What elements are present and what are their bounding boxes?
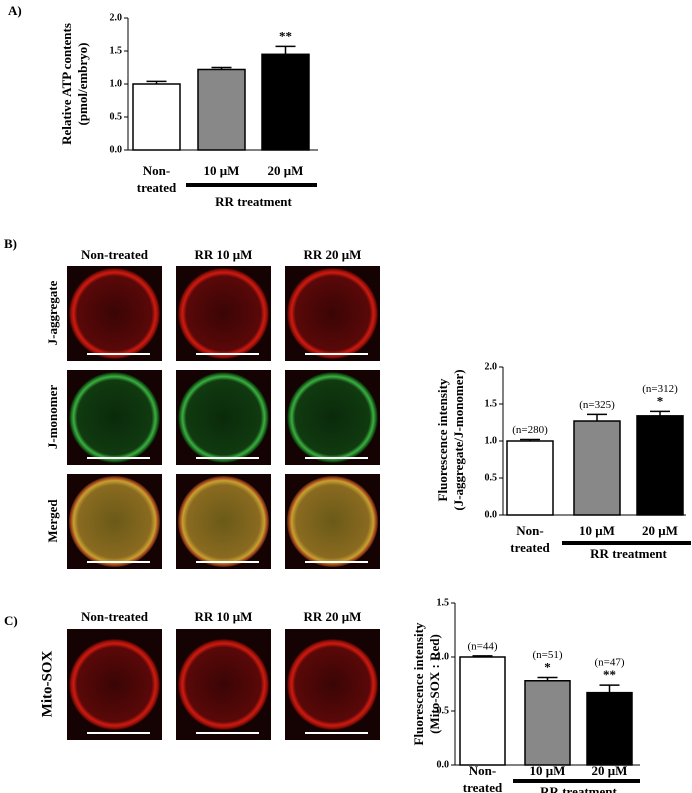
column-label: Non-treated	[81, 609, 149, 624]
y-axis-label: (Mito-SOX : Red)	[427, 634, 442, 734]
embryo	[287, 268, 378, 359]
y-tick-label: 2.0	[485, 361, 498, 372]
significance: *	[657, 393, 664, 408]
significance: *	[544, 660, 551, 675]
embryo	[69, 372, 160, 463]
x-tick-label: 10 μM	[579, 523, 615, 538]
sample-size: (n=312)	[642, 383, 678, 395]
column-label: RR 20 μM	[304, 247, 362, 262]
group-label: RR treatment	[590, 546, 667, 561]
bar	[573, 420, 621, 516]
column-label: Non-treated	[81, 247, 149, 262]
y-tick-label: 1.5	[110, 45, 123, 56]
y-tick-label: 0.0	[110, 144, 123, 155]
sample-size: (n=280)	[512, 424, 548, 436]
embryo	[69, 476, 160, 567]
embryo	[287, 372, 378, 463]
x-tick-label: 20 μM	[642, 523, 678, 538]
y-tick-label: 1.0	[110, 78, 123, 89]
significance: **	[279, 28, 292, 43]
bar	[506, 440, 554, 516]
y-axis-label: (J-aggregate/J-monomer)	[451, 369, 466, 510]
y-tick-label: 1.0	[485, 435, 498, 446]
row-label: Merged	[45, 499, 60, 543]
embryo	[287, 476, 378, 567]
y-tick-label: 2.0	[110, 12, 123, 23]
embryo	[287, 639, 378, 730]
y-tick-label: 1.5	[485, 398, 498, 409]
x-tick-label: treated	[510, 540, 550, 555]
y-tick-label: 0.0	[437, 759, 450, 770]
sample-size: (n=47)	[594, 657, 624, 669]
y-axis-label: (pmol/embryo)	[75, 42, 90, 125]
y-tick-label: 0.5	[437, 705, 450, 716]
x-tick-label: 20 μM	[268, 163, 304, 178]
y-axis-label: Fluorescence intensity	[435, 378, 450, 501]
sample-size: (n=44)	[467, 640, 497, 652]
column-label: RR 10 μM	[195, 609, 253, 624]
x-tick-label: 20 μM	[592, 763, 628, 778]
bar	[586, 691, 633, 766]
x-tick-label: treated	[463, 780, 503, 793]
y-tick-label: 0.5	[485, 472, 498, 483]
row-label: Mito-SOX	[39, 651, 55, 718]
row-label: J-aggregate	[45, 280, 60, 345]
embryo	[178, 639, 269, 730]
x-tick-label: Non-	[469, 763, 496, 778]
panel-label: C)	[4, 613, 18, 628]
significance: **	[603, 667, 616, 682]
bar	[524, 680, 571, 766]
bar	[636, 415, 684, 516]
embryo	[178, 268, 269, 359]
y-tick-label: 1.5	[437, 597, 450, 608]
column-label: RR 10 μM	[195, 247, 253, 262]
x-tick-label: Non-	[143, 163, 170, 178]
bar	[197, 68, 246, 151]
x-tick-label: 10 μM	[204, 163, 240, 178]
x-tick-label: treated	[137, 180, 177, 195]
bar	[261, 53, 310, 151]
x-tick-label: Non-	[516, 523, 543, 538]
y-tick-label: 0.0	[485, 509, 498, 520]
y-axis-label: Fluorescence intensity	[411, 622, 426, 745]
group-label: RR treatment	[215, 194, 292, 209]
group-label: RR treatment	[540, 784, 617, 793]
bar	[459, 656, 506, 766]
embryo	[178, 372, 269, 463]
y-tick-label: 1.0	[437, 651, 450, 662]
sample-size: (n=325)	[579, 399, 615, 411]
embryo	[178, 476, 269, 567]
panel-label: B)	[4, 236, 17, 251]
x-tick-label: 10 μM	[530, 763, 566, 778]
embryo	[69, 639, 160, 730]
column-label: RR 20 μM	[304, 609, 362, 624]
row-label: J-monomer	[45, 385, 60, 449]
panel-label: A)	[8, 3, 22, 18]
sample-size: (n=51)	[532, 649, 562, 661]
bar	[132, 83, 181, 151]
y-tick-label: 0.5	[110, 111, 123, 122]
y-axis-label: Relative ATP contents	[59, 23, 74, 145]
embryo	[69, 268, 160, 359]
